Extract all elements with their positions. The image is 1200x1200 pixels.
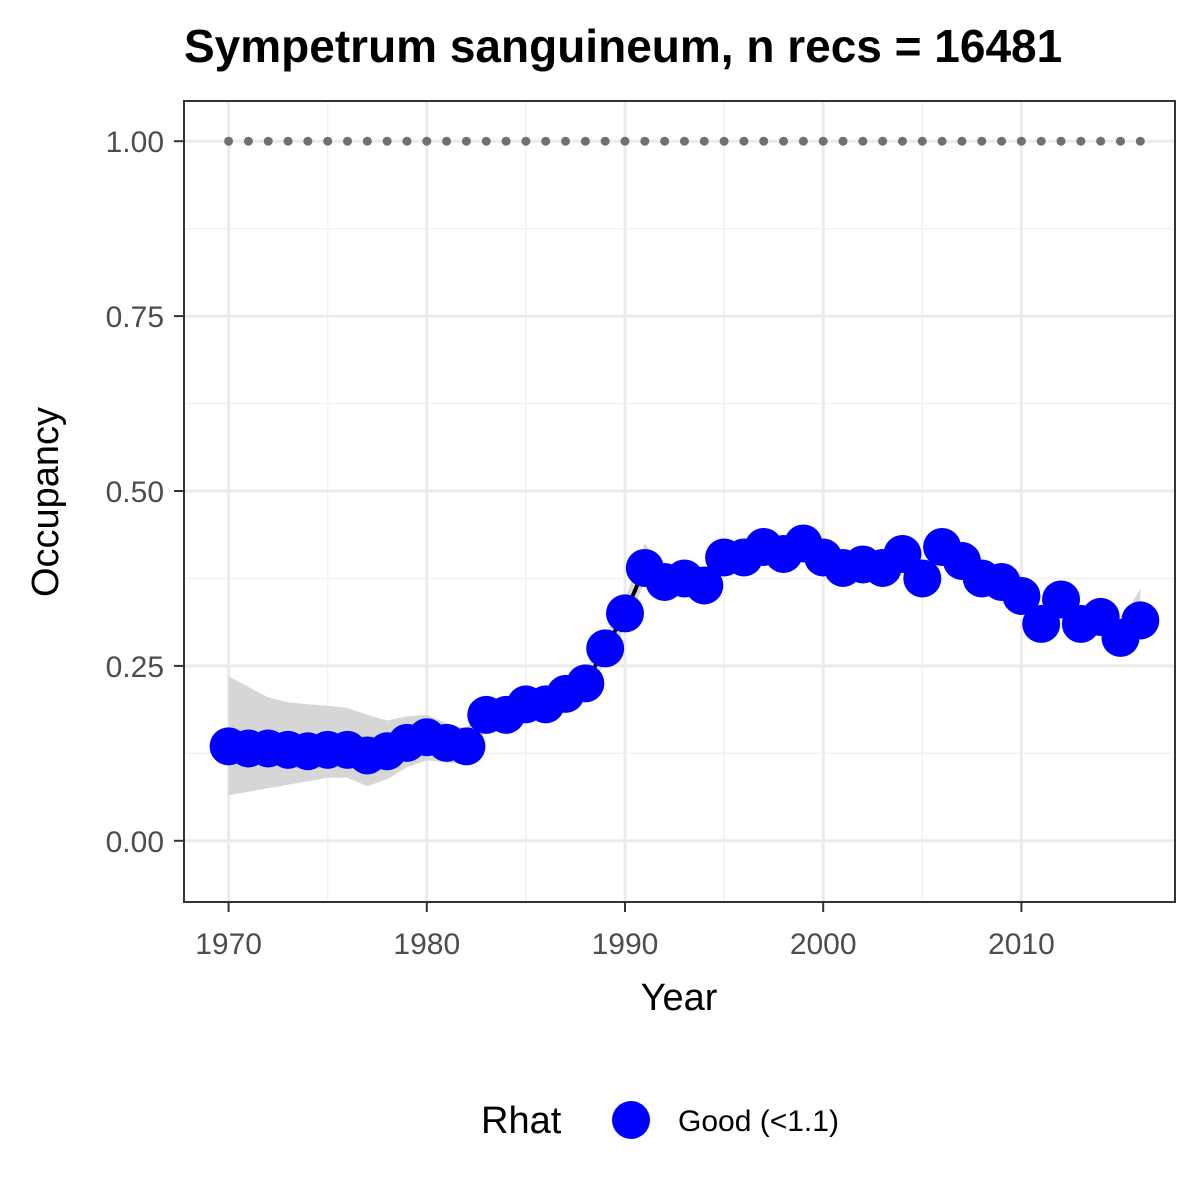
- reference-dot: [957, 136, 967, 146]
- y-axis-title: Occupancy: [25, 407, 67, 597]
- reference-dot: [224, 136, 234, 146]
- x-tick-label: 2000: [790, 928, 857, 961]
- reference-dot: [620, 136, 630, 146]
- y-tick-label: 0.75: [106, 301, 164, 334]
- reference-dot: [501, 136, 511, 146]
- x-tick-label: 1980: [393, 928, 460, 961]
- y-axis: 0.00 0.25 0.50 0.75 1.00: [106, 126, 184, 859]
- reference-dot: [343, 136, 353, 146]
- reference-line-layer: [224, 136, 1145, 146]
- legend-title: Rhat: [481, 1100, 562, 1142]
- chart-title: Sympetrum sanguineum, n recs = 16481: [184, 20, 1062, 72]
- reference-dot: [481, 136, 491, 146]
- data-point: [685, 566, 724, 605]
- data-point: [447, 727, 486, 766]
- data-point: [1121, 601, 1160, 640]
- reference-dot: [917, 136, 927, 146]
- reference-dot: [798, 136, 808, 146]
- reference-dot: [679, 136, 689, 146]
- reference-dot: [937, 136, 947, 146]
- reference-dot: [243, 136, 253, 146]
- reference-dot: [263, 136, 273, 146]
- reference-dot: [600, 136, 610, 146]
- reference-dot: [461, 136, 471, 146]
- reference-dot: [1076, 136, 1086, 146]
- y-tick-label: 0.25: [106, 651, 164, 684]
- x-axis: 1970 1980 1990 2000 2010: [195, 902, 1055, 961]
- reference-dot: [838, 136, 848, 146]
- reference-dot: [977, 136, 987, 146]
- reference-dot: [739, 136, 749, 146]
- reference-dot: [1115, 136, 1125, 146]
- data-points-layer: [209, 524, 1160, 775]
- reference-dot: [283, 136, 293, 146]
- reference-dot: [1056, 136, 1066, 146]
- reference-dot: [699, 136, 709, 146]
- plot-panel-border: [183, 100, 1176, 903]
- reference-dot: [818, 136, 828, 146]
- y-tick-label: 0.00: [106, 826, 164, 859]
- reference-dot: [323, 136, 333, 146]
- reference-dot: [1016, 136, 1026, 146]
- reference-dot: [759, 136, 769, 146]
- reference-dot: [402, 136, 412, 146]
- reference-dot: [1036, 136, 1046, 146]
- reference-dot: [858, 136, 868, 146]
- reference-dot: [303, 136, 313, 146]
- reference-dot: [561, 136, 571, 146]
- data-point: [1002, 576, 1041, 615]
- data-point: [566, 664, 605, 703]
- reference-dot: [719, 136, 729, 146]
- data-point: [903, 559, 942, 598]
- legend: Rhat Good (<1.1): [481, 1100, 839, 1142]
- x-tick-label: 2010: [988, 928, 1055, 961]
- reference-dot: [997, 136, 1007, 146]
- reference-dot: [640, 136, 650, 146]
- reference-dot: [580, 136, 590, 146]
- legend-key-good: [612, 1101, 650, 1139]
- reference-dot: [362, 136, 372, 146]
- y-tick-label: 0.50: [106, 476, 164, 509]
- reference-dot: [878, 136, 888, 146]
- reference-dot: [541, 136, 551, 146]
- x-tick-label: 1990: [592, 928, 659, 961]
- reference-dot: [1096, 136, 1106, 146]
- y-tick-label: 1.00: [106, 126, 164, 159]
- data-point: [605, 594, 644, 633]
- reference-dot: [897, 136, 907, 146]
- reference-dot: [521, 136, 531, 146]
- reference-dot: [660, 136, 670, 146]
- legend-label-good: Good (<1.1): [678, 1105, 839, 1138]
- reference-dot: [422, 136, 432, 146]
- x-axis-title: Year: [641, 977, 718, 1019]
- reference-dot: [442, 136, 452, 146]
- reference-dot: [779, 136, 789, 146]
- minor-gridlines: [184, 101, 1175, 902]
- reference-dot: [1135, 136, 1145, 146]
- x-tick-label: 1970: [195, 928, 262, 961]
- major-gridlines: [184, 101, 1175, 902]
- reference-dot: [382, 136, 392, 146]
- data-point: [586, 629, 625, 668]
